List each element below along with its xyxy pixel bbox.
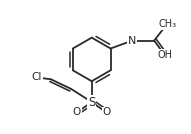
Text: OH: OH <box>157 50 172 60</box>
Text: O: O <box>102 107 111 118</box>
Text: O: O <box>73 107 81 118</box>
Text: S: S <box>88 96 95 109</box>
Text: N: N <box>128 36 137 46</box>
Text: CH₃: CH₃ <box>158 19 176 29</box>
Text: Cl: Cl <box>32 72 42 82</box>
